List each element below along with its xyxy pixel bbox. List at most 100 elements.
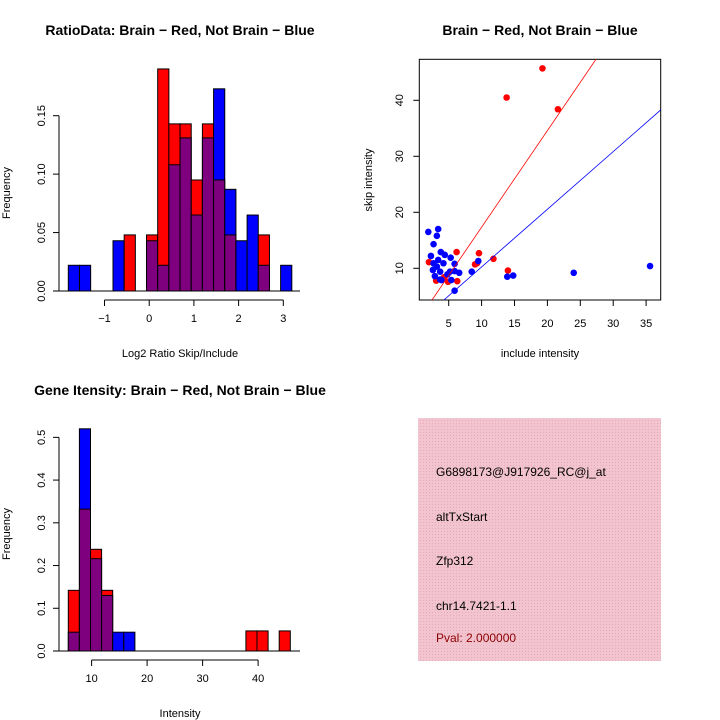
bar-brain bbox=[256, 630, 269, 652]
point-blue bbox=[438, 276, 445, 284]
bar-not-brain bbox=[235, 240, 248, 292]
y-tick-label: 0.3 bbox=[36, 515, 48, 530]
bar-overlap bbox=[78, 508, 92, 652]
point-blue bbox=[434, 256, 442, 264]
x-tick-label: 5 bbox=[446, 318, 452, 330]
point-blue bbox=[434, 225, 442, 233]
x-tick-label: 2 bbox=[236, 313, 242, 325]
point-red bbox=[475, 249, 483, 257]
x-tick-label: 3 bbox=[280, 313, 286, 325]
x-tick-label: 15 bbox=[508, 318, 520, 330]
bar-not-brain bbox=[112, 240, 125, 292]
fit-line-red bbox=[431, 59, 597, 300]
pval: Pval: 2.000000 bbox=[436, 631, 516, 645]
bar-overlap bbox=[146, 240, 159, 292]
point-blue bbox=[448, 276, 455, 284]
histogram-0 bbox=[53, 68, 300, 306]
point-red bbox=[453, 248, 460, 256]
y-tick-label: 0.15 bbox=[36, 105, 48, 126]
y-tick-label: 30 bbox=[394, 150, 406, 162]
event-type: altTxStart bbox=[436, 510, 488, 524]
point-blue bbox=[430, 240, 437, 248]
point-blue bbox=[455, 269, 463, 277]
point-blue bbox=[475, 257, 482, 265]
bar-brain bbox=[123, 234, 136, 292]
y-tick-label: 0.2 bbox=[36, 558, 48, 573]
bar-not-brain bbox=[123, 631, 136, 652]
point-red bbox=[554, 105, 562, 113]
point-blue bbox=[447, 254, 454, 261]
bar-overlap bbox=[257, 264, 270, 292]
probe-id: G6898173@J917926_RC@j_at bbox=[436, 465, 606, 479]
point-blue bbox=[425, 228, 432, 236]
y-tick-label: 10 bbox=[394, 262, 406, 274]
y-tick-label: 0.1 bbox=[36, 601, 48, 616]
point-blue bbox=[509, 272, 517, 279]
point-blue bbox=[441, 251, 449, 259]
y-tick-label: 0.4 bbox=[36, 472, 48, 487]
bar-brain bbox=[157, 68, 170, 292]
point-red bbox=[504, 267, 512, 274]
y-tick-label: 0.05 bbox=[36, 222, 48, 243]
point-blue bbox=[436, 268, 444, 275]
info-background bbox=[418, 418, 661, 661]
x-axis-label: Log2 Ratio Skip/Include bbox=[122, 348, 238, 360]
y-tick-label: 0.5 bbox=[36, 430, 48, 445]
x-tick-label: 0 bbox=[146, 313, 152, 325]
x-tick-label: 20 bbox=[141, 673, 153, 685]
bar-not-brain bbox=[246, 214, 259, 292]
x-tick-label: −1 bbox=[98, 313, 111, 325]
chart-title: Brain − Red, Not Brain − Blue bbox=[442, 22, 637, 38]
point-red bbox=[453, 277, 461, 285]
x-tick-label: 10 bbox=[85, 673, 97, 685]
bar-brain bbox=[278, 630, 291, 652]
plot-box bbox=[418, 58, 662, 301]
bar-overlap bbox=[190, 214, 203, 292]
point-blue bbox=[646, 262, 654, 270]
bar-overlap bbox=[168, 164, 181, 292]
x-tick-label: 1 bbox=[191, 313, 197, 325]
info-panel: G6898173@J917926_RC@j_at altTxStart Zfp3… bbox=[418, 418, 661, 661]
y-tick-label: 0.10 bbox=[36, 163, 48, 184]
point-blue bbox=[427, 252, 435, 260]
y-axis-label: skip intensity bbox=[363, 148, 375, 211]
point-blue bbox=[451, 260, 458, 268]
point-red bbox=[503, 94, 510, 101]
bar-brain bbox=[245, 630, 258, 652]
point-red bbox=[490, 255, 497, 263]
bar-overlap bbox=[90, 558, 103, 652]
x-tick-label: 20 bbox=[541, 318, 553, 330]
x-axis-label: Intensity bbox=[160, 708, 201, 720]
point-blue bbox=[433, 232, 441, 240]
bar-overlap bbox=[67, 631, 80, 652]
point-blue bbox=[503, 273, 511, 281]
bar-not-brain bbox=[67, 264, 80, 292]
point-blue bbox=[429, 266, 437, 274]
bar-not-brain bbox=[112, 631, 125, 652]
chart-title: Gene Itensity: Brain − Red, Not Brain − … bbox=[34, 382, 326, 398]
fit-line-blue bbox=[443, 109, 661, 300]
bar-not-brain bbox=[280, 264, 293, 292]
x-axis-label: include intensity bbox=[501, 348, 580, 360]
y-axis-label: Frequency bbox=[1, 508, 13, 560]
bar-overlap bbox=[201, 137, 215, 292]
plot-area bbox=[425, 59, 661, 300]
y-tick-label: 40 bbox=[394, 94, 406, 106]
bar-overlap bbox=[213, 179, 226, 292]
location: chr14.7421-1.1 bbox=[436, 599, 517, 613]
x-tick-label: 35 bbox=[640, 318, 652, 330]
y-tick-label: 0.00 bbox=[36, 280, 48, 301]
y-tick-label: 20 bbox=[394, 206, 406, 218]
bar-overlap bbox=[101, 594, 114, 652]
x-tick-label: 40 bbox=[252, 673, 264, 685]
scatter-plot bbox=[413, 58, 662, 306]
bar-overlap bbox=[157, 264, 170, 292]
chart-title: RatioData: Brain − Red, Not Brain − Blue bbox=[45, 22, 314, 38]
point-red bbox=[539, 65, 546, 72]
x-tick-label: 30 bbox=[607, 318, 619, 330]
histogram-2 bbox=[53, 428, 300, 666]
x-tick-label: 25 bbox=[574, 318, 586, 330]
point-blue bbox=[446, 268, 454, 275]
y-tick-label: 0.0 bbox=[36, 643, 48, 658]
